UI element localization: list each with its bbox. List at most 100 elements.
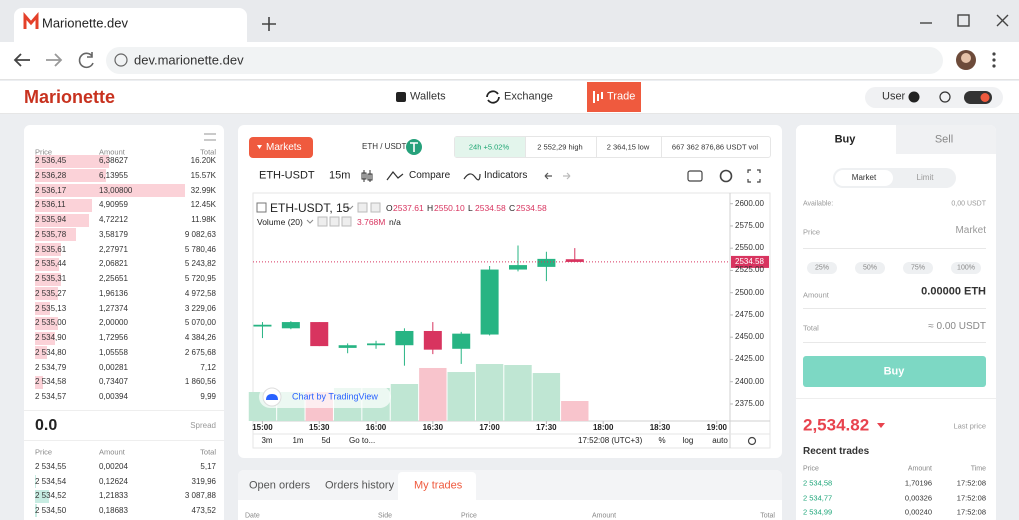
last-price-label: Last price (953, 421, 986, 431)
orders-column: Total (760, 512, 775, 520)
column-header: Amount (99, 147, 125, 157)
nav-link[interactable]: Exchange (504, 90, 553, 103)
markets-button-label[interactable]: Markets (266, 141, 302, 153)
order-book-cell: 4 384,26 (184, 333, 216, 342)
forward-icon[interactable] (46, 53, 63, 67)
percent-pill[interactable] (951, 262, 981, 274)
logo[interactable]: Marionette (24, 87, 116, 107)
order-book-cell: 15.57K (190, 170, 216, 180)
orders-column: Price (461, 512, 477, 520)
depth-bar (35, 287, 58, 301)
tab-title[interactable]: Marionette.dev (42, 15, 128, 31)
range-button[interactable]: 1m (292, 436, 304, 445)
close-icon[interactable] (996, 14, 1009, 27)
orders-column: Amount (592, 512, 617, 520)
range-button[interactable]: 5d (321, 436, 331, 445)
column-header: Total (200, 447, 216, 457)
chart-settings-icon[interactable] (747, 436, 757, 446)
nav-link[interactable]: Trade (607, 90, 636, 103)
depth-bar (35, 302, 50, 315)
x-tick-label: 18:00 (592, 423, 614, 432)
buy-tab-bg[interactable] (796, 125, 896, 154)
candle-body (565, 259, 584, 262)
back-icon[interactable] (13, 53, 30, 67)
exchange-icon (486, 90, 500, 104)
order-book-cell: 2 534,54 (35, 476, 67, 486)
amount-input[interactable]: 0.00000 ETH (921, 285, 986, 298)
chart-type-icon[interactable] (361, 170, 373, 182)
order-book-cell: 4,72212 (99, 215, 128, 224)
symbol[interactable]: ETH-USDT (259, 169, 315, 182)
settings-icon[interactable] (719, 169, 733, 183)
candle-body (281, 322, 300, 329)
input-underline (803, 248, 986, 249)
legend-label: O (386, 202, 393, 213)
buy-tab[interactable]: Buy (834, 133, 856, 146)
order-book-cell: 1 860,56 (184, 377, 216, 387)
menu-dot[interactable] (992, 64, 996, 68)
candle-body (509, 265, 527, 270)
trade-nav-bg[interactable] (587, 82, 641, 112)
watermark[interactable]: Chart by TradingView (292, 391, 378, 402)
fullscreen-icon[interactable] (747, 169, 761, 183)
new-tab-icon[interactable] (262, 17, 276, 31)
x-tick-label: 16:00 (365, 423, 387, 432)
sell-tab-bg[interactable] (896, 125, 996, 154)
orders-tab[interactable]: Orders history (325, 479, 395, 492)
order-book-cell: 2,27971 (99, 244, 128, 254)
price-label: Price (803, 227, 821, 237)
clock: 17:52:08 (UTC+3) (578, 436, 643, 445)
sell-tab[interactable]: Sell (934, 133, 954, 146)
mode-active[interactable] (835, 170, 893, 186)
url[interactable]: dev.marionette.dev (134, 52, 244, 68)
order-book-cell: 2 535,94 (35, 215, 67, 224)
active-tab[interactable] (398, 472, 476, 500)
goto-button[interactable]: Go to... (349, 436, 376, 445)
menu-dot[interactable] (992, 52, 996, 56)
redo-icon[interactable] (563, 172, 571, 180)
range-button[interactable]: 3m (261, 436, 273, 445)
maximize-icon[interactable] (957, 14, 970, 27)
orders-tab[interactable]: Open orders (249, 479, 311, 492)
total-value: ≈ 0.00 USDT (928, 321, 986, 332)
legend-toggle (256, 202, 267, 213)
order-book-cell: 2,00000 (99, 318, 128, 328)
last-price: 2,534.82 (803, 415, 870, 435)
indicators-icon (463, 173, 481, 181)
mode-option[interactable]: Limit (916, 173, 934, 182)
order-book-cell: 2 534,80 (35, 347, 67, 357)
legend-caret (346, 205, 354, 210)
depth-bar (35, 504, 38, 518)
price-input[interactable]: Market (955, 225, 986, 236)
interval[interactable]: 15m (329, 169, 351, 182)
language-icon[interactable] (939, 91, 951, 103)
menu-dot[interactable] (992, 58, 996, 62)
nav-link[interactable]: Wallets (410, 90, 446, 103)
user-menu[interactable]: User (882, 90, 906, 103)
undo-icon[interactable] (544, 172, 552, 180)
screenshot-icon[interactable] (687, 170, 703, 182)
amount-label: Amount (803, 290, 829, 300)
scale-option[interactable]: % (658, 436, 666, 445)
buy-button-label[interactable]: Buy (883, 365, 905, 377)
legend-icon (341, 216, 352, 227)
mode-option[interactable]: Market (851, 173, 877, 182)
filter-icon[interactable] (204, 133, 216, 141)
markets-button[interactable] (249, 137, 313, 158)
percent-pill[interactable] (855, 262, 885, 274)
scale-option[interactable]: log (682, 436, 694, 445)
percent-pill[interactable] (807, 262, 837, 274)
url-box[interactable] (106, 47, 943, 74)
stats-box (454, 136, 771, 158)
percent-pill[interactable] (903, 262, 933, 274)
tab[interactable] (14, 8, 247, 42)
depth-bar (35, 272, 62, 286)
candle-body (537, 258, 556, 267)
orders-tab[interactable]: My trades (414, 479, 463, 492)
buy-button[interactable] (803, 356, 986, 387)
chart-frame (252, 192, 771, 449)
scale-option[interactable]: auto (712, 436, 728, 445)
indicators-button[interactable]: Indicators (484, 170, 528, 181)
reload-icon[interactable] (78, 52, 94, 69)
compare-button[interactable]: Compare (409, 170, 451, 181)
